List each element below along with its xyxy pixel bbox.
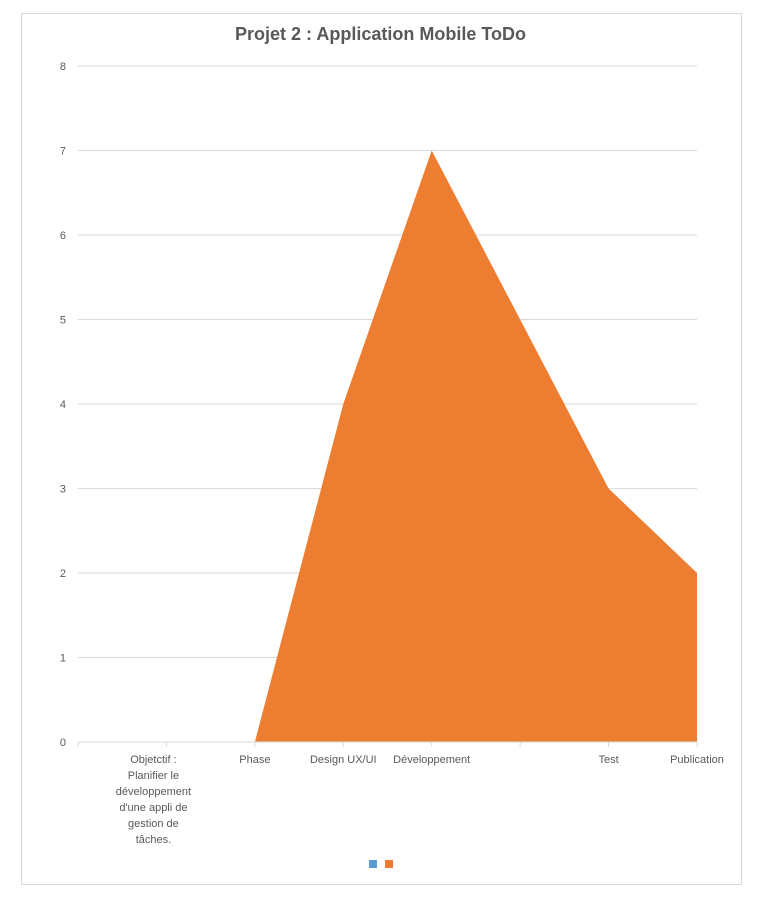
x-tick-label: Objetctif : Planifier le développement d'un…	[116, 754, 191, 846]
y-tick-label: 5	[60, 315, 66, 327]
x-tick-label: Phase	[239, 754, 270, 766]
area-series	[166, 150, 697, 742]
y-tick-label: 0	[60, 737, 66, 749]
y-tick-label: 3	[60, 484, 66, 496]
x-axis	[77, 741, 698, 747]
y-tick-label: 6	[60, 230, 66, 242]
x-tick-label: Publication	[670, 754, 724, 766]
y-tick-labels: 0 1 2 3 4 5 6 7 8	[60, 61, 66, 749]
y-tick-label: 4	[60, 399, 66, 411]
y-tick-label: 1	[60, 653, 66, 665]
legend-swatch-series-1	[368, 860, 377, 868]
area-fill-series-2	[166, 150, 697, 742]
x-tick-label: Développement	[393, 754, 470, 766]
chart-title: Projet 2 : Application Mobile ToDo	[235, 24, 526, 44]
x-tick-label: Design UX/UI	[310, 754, 377, 766]
y-tick-label: 7	[60, 146, 66, 158]
legend-swatch-series-2	[384, 860, 393, 868]
y-tick-label: 8	[60, 61, 66, 73]
legend	[0, 860, 761, 868]
x-tick-label: Test	[598, 754, 618, 766]
y-tick-label: 2	[60, 568, 66, 580]
x-tick-labels: Objetctif : Planifier le développement d'un…	[116, 754, 724, 846]
